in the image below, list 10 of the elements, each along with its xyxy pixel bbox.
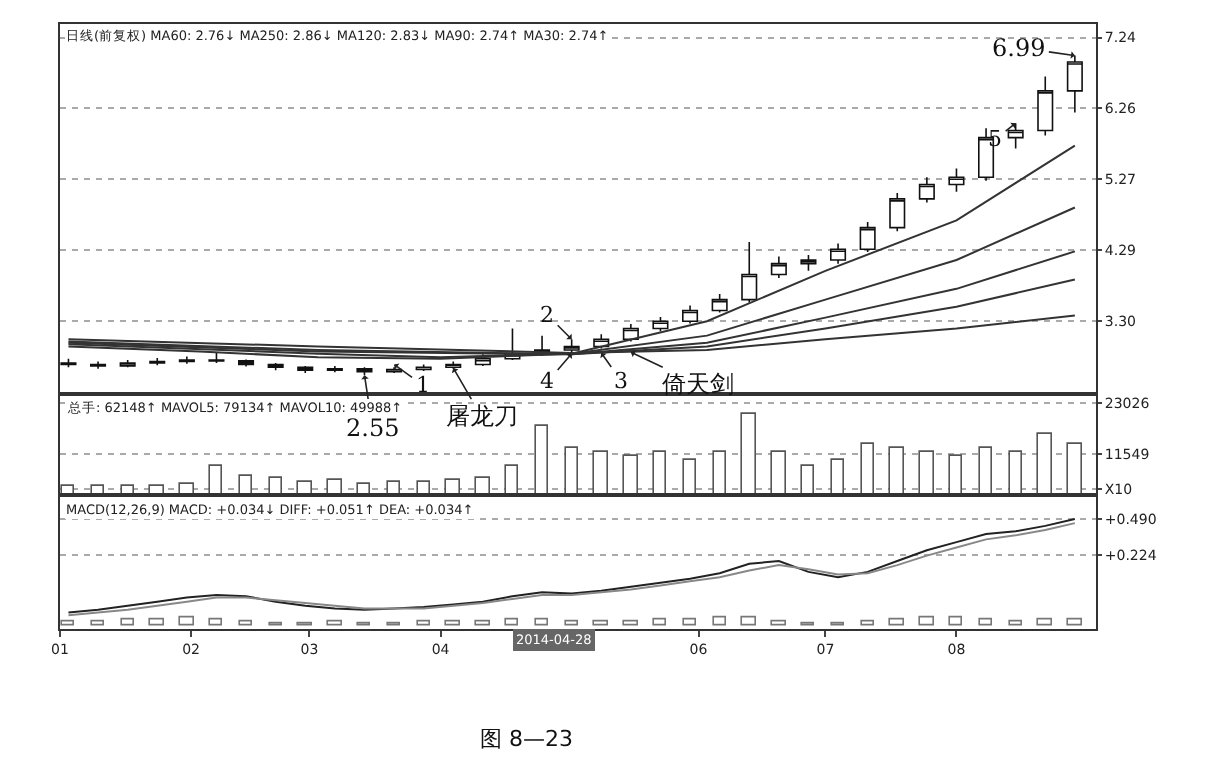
annotation: 2 bbox=[540, 302, 554, 328]
annotation: 屠龙刀 bbox=[446, 402, 518, 430]
annotation: 3 bbox=[614, 368, 628, 394]
annotation: 5 bbox=[988, 126, 1002, 152]
annotation: 4 bbox=[540, 368, 554, 394]
annotation: 倚天剑 bbox=[662, 370, 734, 398]
caption: 图 8—23 bbox=[480, 726, 573, 752]
annotation: 1 bbox=[416, 372, 430, 398]
annotation: 2.55 bbox=[346, 414, 400, 442]
annotation: 6.99 bbox=[992, 34, 1046, 62]
